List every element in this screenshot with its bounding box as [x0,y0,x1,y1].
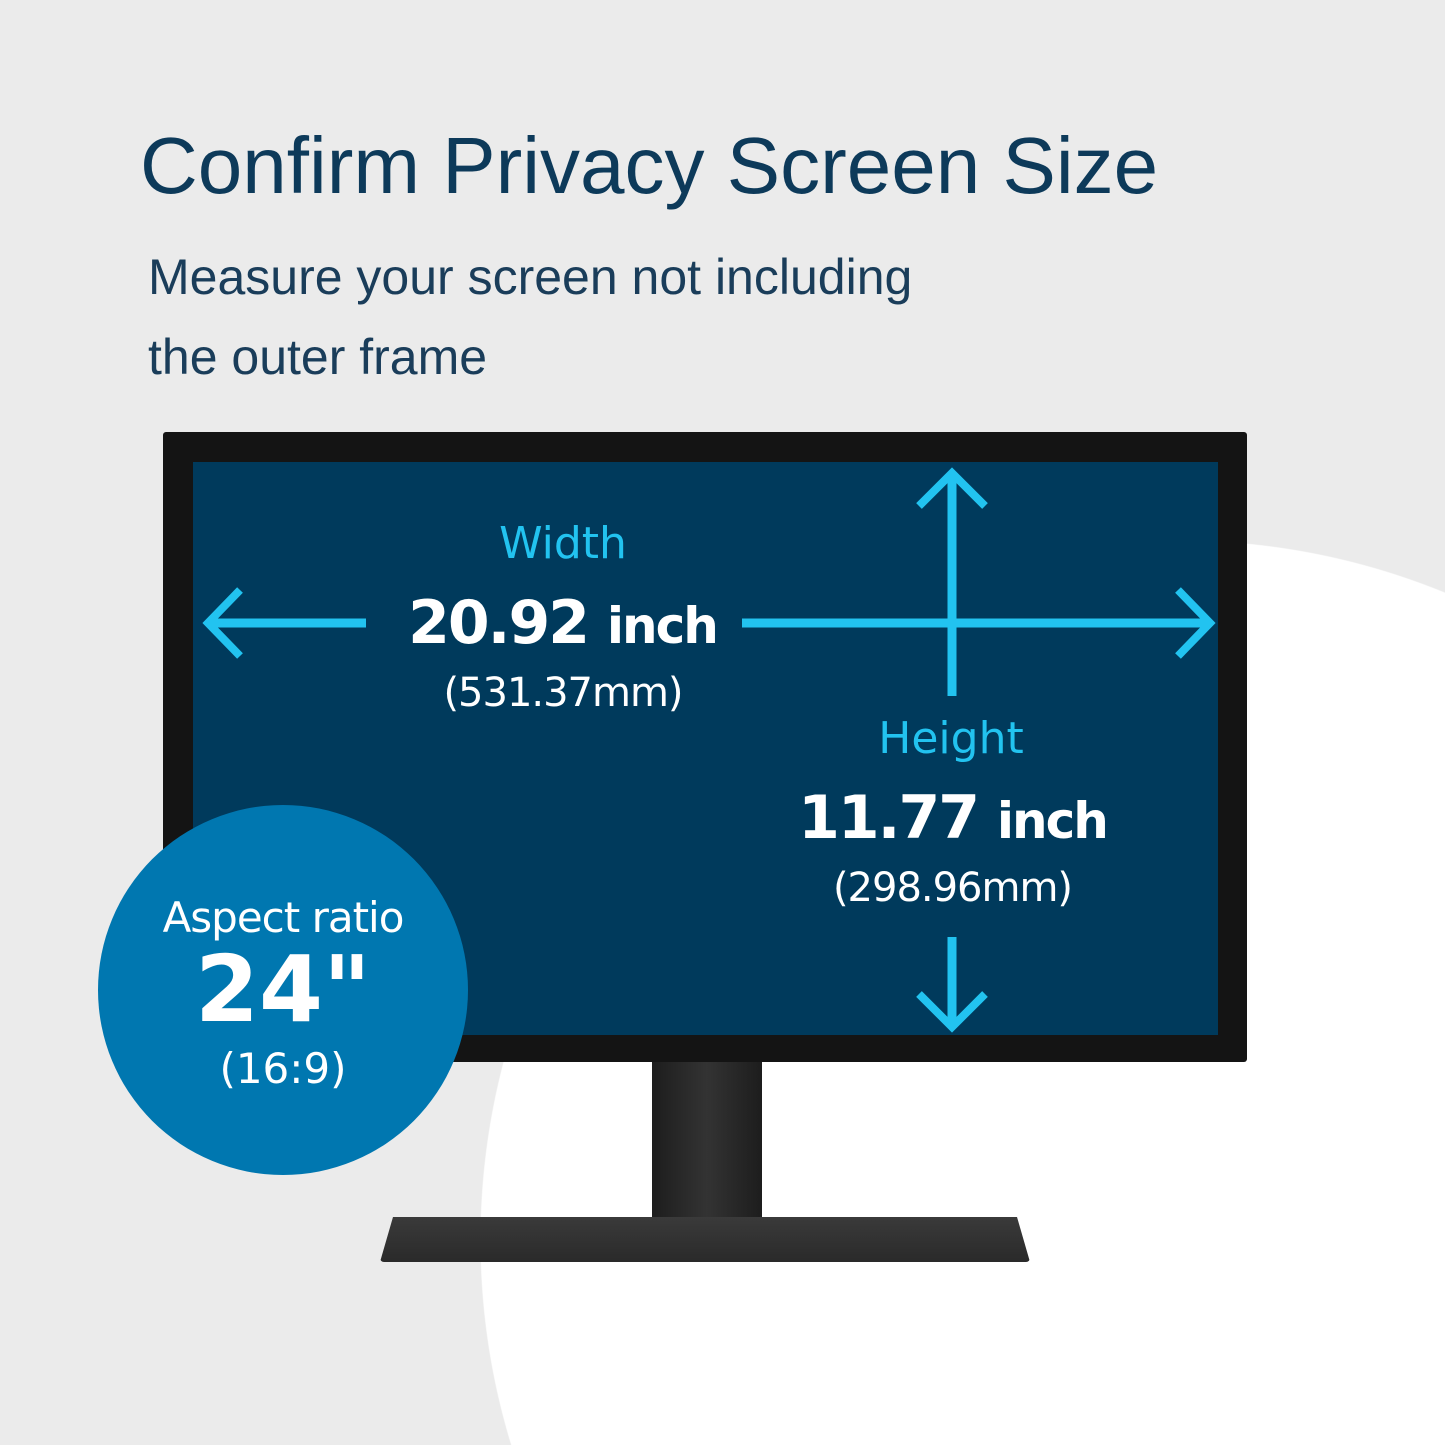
subtitle-line-2: the outer frame [148,329,488,385]
aspect-ratio: (16:9) [219,1044,347,1093]
width-mm: (531.37mm) [443,670,683,716]
height-label: Height [878,713,1024,764]
arrow-up-head-icon [916,467,988,509]
subtitle-line-1: Measure your screen not including [148,249,913,305]
monitor-stand-neck [652,1062,762,1220]
width-value: 20.92 inch [380,588,745,658]
page-title: Confirm Privacy Screen Size [140,121,1159,210]
width-number: 20.92 [408,588,590,658]
height-unit: inch [996,792,1109,850]
width-label: Width [499,518,627,569]
arrow-down-head-icon [916,991,988,1033]
monitor-stand-base [380,1217,1030,1262]
aspect-ratio-badge: Aspect ratio 24" (16:9) [98,805,468,1175]
width-unit: inch [606,597,719,655]
aspect-label: Aspect ratio [162,893,405,942]
height-mm: (298.96mm) [832,865,1073,911]
arrow-right-head-icon [1175,587,1216,659]
height-number: 11.77 [798,783,980,853]
height-value: 11.77 inch [770,783,1135,853]
aspect-size: 24" [195,936,371,1043]
arrow-left-head-icon [202,587,243,659]
